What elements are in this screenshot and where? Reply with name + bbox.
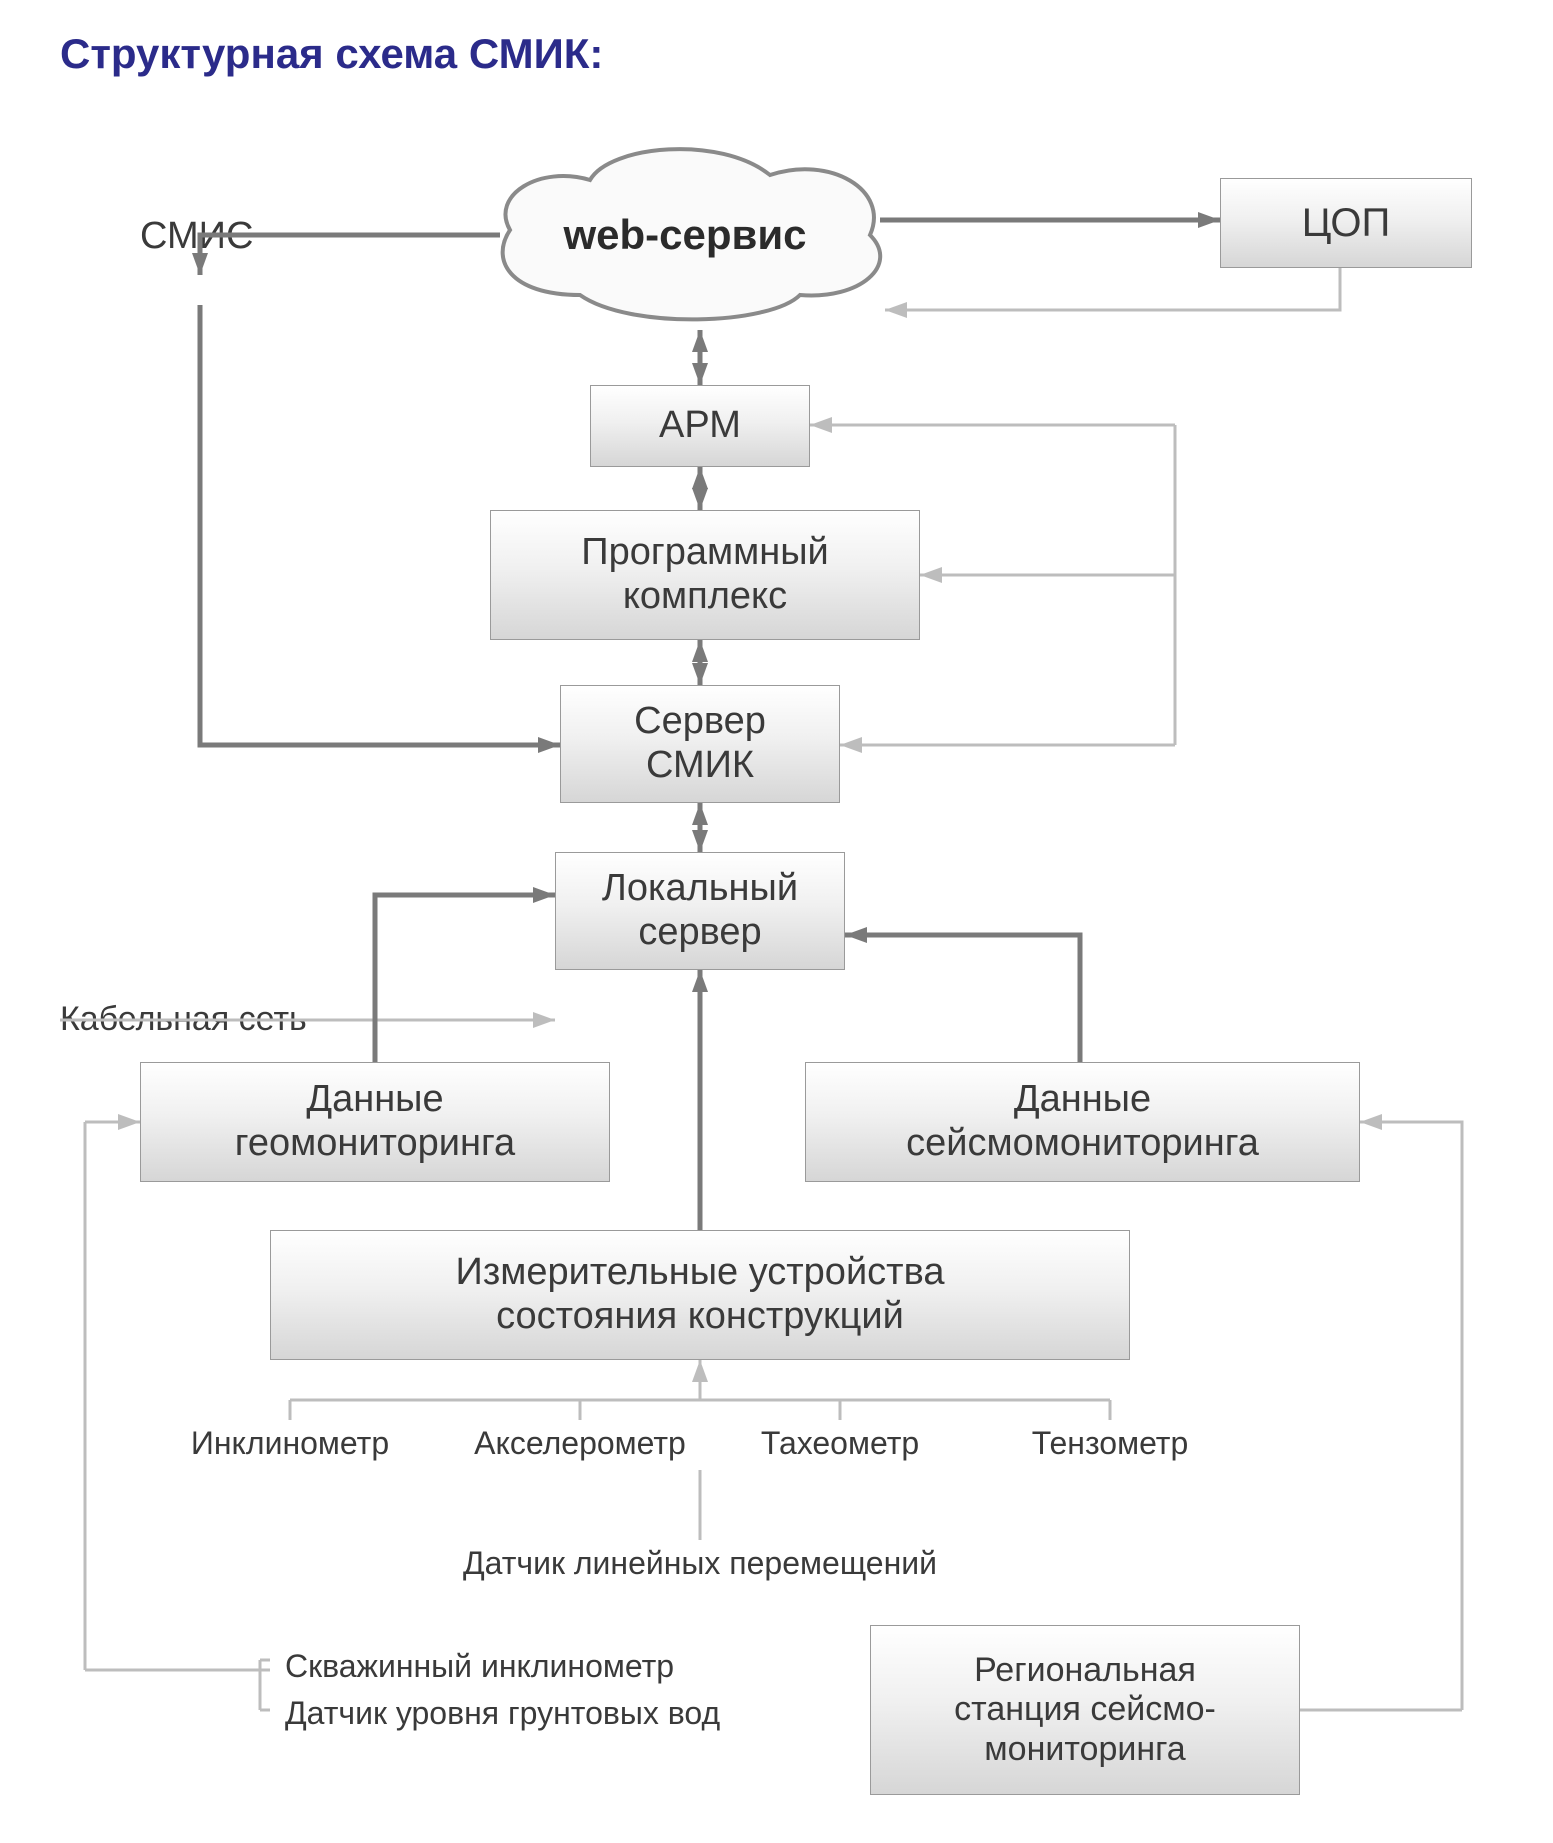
node-regional: Региональная станция сейсмо- мониторинга bbox=[870, 1625, 1300, 1795]
label-sensor-tensometer: Тензометр bbox=[860, 1425, 1360, 1462]
diagram-stage: Структурная схема СМИК: web-сервис ЦОП А… bbox=[0, 0, 1553, 1843]
node-cop: ЦОП bbox=[1220, 178, 1472, 268]
node-server: Сервер СМИК bbox=[560, 685, 840, 803]
label-geo-waterlevel: Датчик уровня грунтовых вод bbox=[285, 1695, 720, 1732]
node-prog: Программный комплекс bbox=[490, 510, 920, 640]
node-seismo: Данные сейсмомониторинга bbox=[805, 1062, 1360, 1182]
node-geo: Данные геомониторинга bbox=[140, 1062, 610, 1182]
cloud-web-service: web-сервис bbox=[470, 135, 900, 335]
label-sensor-linear: Датчик линейных перемещений bbox=[450, 1545, 950, 1582]
diagram-title: Структурная схема СМИК: bbox=[60, 30, 603, 78]
node-arm: АРМ bbox=[590, 385, 810, 467]
label-smis: СМИС bbox=[140, 215, 253, 258]
cloud-label: web-сервис bbox=[470, 135, 900, 335]
label-geo-borehole: Скважинный инклинометр bbox=[285, 1648, 674, 1685]
node-local: Локальный сервер bbox=[555, 852, 845, 970]
label-cable: Кабельная сеть bbox=[60, 1000, 307, 1039]
node-measure: Измерительные устройства состояния конст… bbox=[270, 1230, 1130, 1360]
